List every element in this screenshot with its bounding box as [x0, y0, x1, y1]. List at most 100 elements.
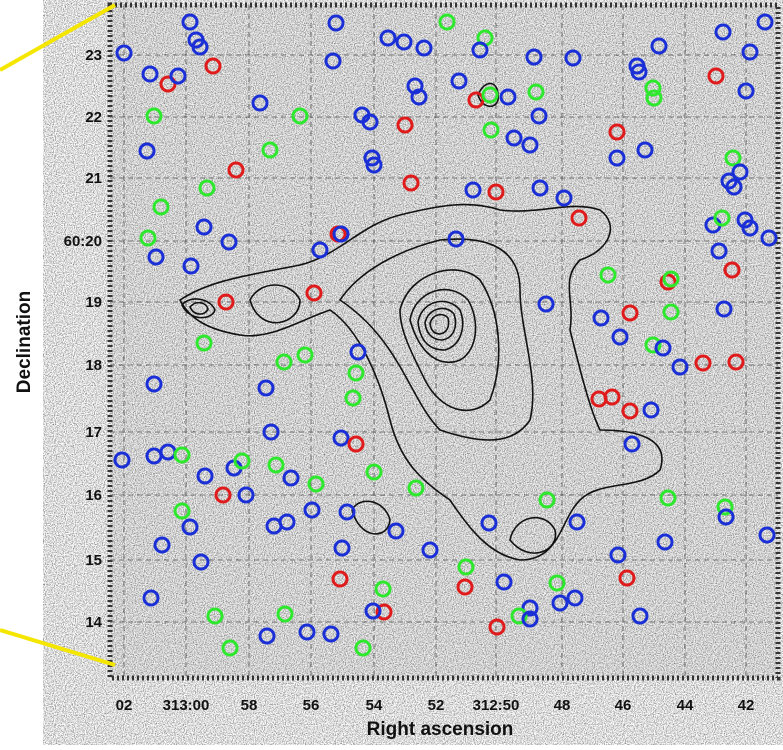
source-marker: [642, 401, 660, 419]
y-axis-label: Declination: [14, 291, 35, 393]
source-marker: [115, 44, 133, 62]
source-marker: [347, 364, 365, 382]
source-marker: [379, 29, 397, 47]
source-marker: [421, 541, 439, 559]
source-marker: [608, 123, 626, 141]
source-marker: [630, 63, 648, 81]
source-marker: [659, 273, 677, 291]
zoom-line: [0, 628, 116, 667]
source-marker: [456, 578, 474, 596]
source-marker: [153, 536, 171, 554]
source-marker: [338, 503, 356, 521]
source-marker: [538, 491, 556, 509]
source-marker: [527, 83, 545, 101]
source-marker: [707, 67, 725, 85]
source-marker: [322, 625, 340, 643]
source-marker: [564, 49, 582, 67]
source-marker: [715, 300, 733, 318]
source-marker: [609, 546, 627, 564]
source-marker: [221, 639, 239, 657]
source-marker: [464, 181, 482, 199]
source-marker: [262, 423, 280, 441]
source-marker: [714, 23, 732, 41]
source-marker: [537, 295, 555, 313]
source-marker: [727, 353, 745, 371]
source-marker: [145, 375, 163, 393]
source-marker: [291, 107, 309, 125]
x-tick-label: 58: [241, 697, 258, 714]
source-marker: [716, 498, 734, 516]
image-edge: [107, 2, 781, 681]
source-marker: [305, 284, 323, 302]
x-axis-label: Right ascension: [367, 719, 514, 740]
source-marker: [525, 48, 543, 66]
x-tick-label: 312:50: [473, 697, 520, 714]
y-tick-label: 17: [85, 424, 102, 441]
source-marker: [555, 189, 573, 207]
y-tick-label: 14: [85, 614, 102, 631]
source-marker: [332, 225, 350, 243]
source-marker: [147, 248, 165, 266]
source-marker: [282, 469, 300, 487]
source-marker: [510, 607, 528, 625]
source-marker: [365, 463, 383, 481]
y-tick-label: 21: [85, 170, 102, 187]
source-marker: [645, 89, 663, 107]
source-marker: [327, 14, 345, 32]
x-tick-label: 46: [615, 697, 632, 714]
source-marker: [182, 257, 200, 275]
source-marker: [195, 334, 213, 352]
source-marker: [737, 82, 755, 100]
x-tick-label: 02: [116, 697, 133, 714]
source-marker: [694, 354, 712, 372]
source-marker: [471, 41, 489, 59]
source-marker: [237, 486, 255, 504]
source-marker: [505, 129, 523, 147]
source-marker: [324, 52, 342, 70]
source-marker: [530, 107, 548, 125]
source-marker: [415, 39, 433, 57]
source-marker: [303, 501, 321, 519]
source-marker: [261, 141, 279, 159]
source-marker: [621, 304, 639, 322]
source-marker: [724, 149, 742, 167]
source-marker: [138, 142, 156, 160]
source-marker: [267, 456, 285, 474]
y-tick-label: 16: [85, 487, 102, 504]
source-marker: [206, 607, 224, 625]
source-marker: [654, 339, 672, 357]
source-marker: [621, 402, 639, 420]
source-marker: [467, 91, 485, 109]
source-marker: [198, 179, 216, 197]
x-tick-label: 44: [677, 697, 694, 714]
zoom-line: [0, 3, 116, 72]
source-marker: [217, 293, 235, 311]
source-marker: [410, 88, 428, 106]
source-marker: [636, 141, 654, 159]
source-marker: [725, 178, 743, 196]
source-marker: [480, 514, 498, 532]
source-marker: [395, 33, 413, 51]
source-marker: [354, 639, 372, 657]
source-marker: [568, 513, 586, 531]
source-marker: [407, 479, 425, 497]
source-marker: [173, 446, 191, 464]
source-marker: [257, 379, 275, 397]
source-marker: [332, 429, 350, 447]
source-marker: [333, 539, 351, 557]
source-marker: [374, 580, 392, 598]
source-marker: [488, 618, 506, 636]
source-marker: [548, 574, 566, 592]
source-marker: [196, 467, 214, 485]
source-marker: [278, 513, 296, 531]
y-tick-label: 15: [85, 552, 102, 569]
source-marker: [644, 336, 662, 354]
source-marker: [141, 65, 159, 83]
source-marker: [570, 209, 588, 227]
source-marker: [644, 79, 662, 97]
x-tick-label: 48: [554, 697, 571, 714]
source-marker: [361, 113, 379, 131]
source-marker: [152, 198, 170, 216]
source-marker: [717, 508, 735, 526]
